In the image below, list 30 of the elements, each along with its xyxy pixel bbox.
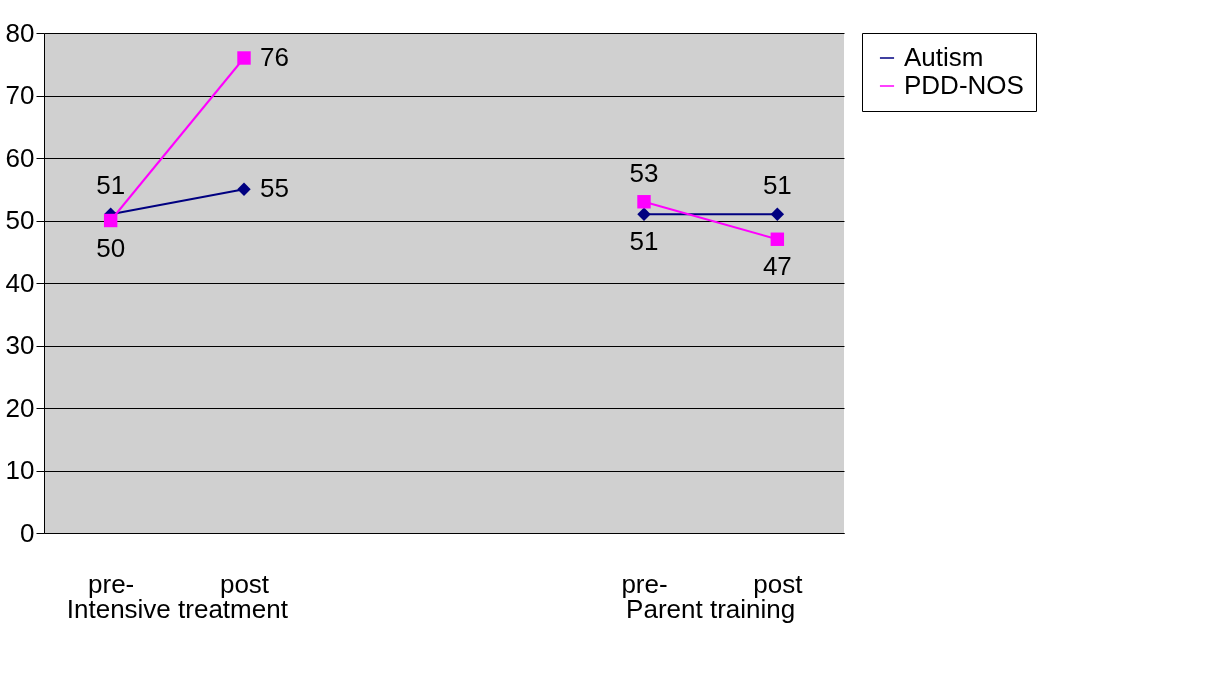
data-label: 50 (96, 232, 126, 263)
x-tick-label: post (219, 568, 270, 599)
y-tick-label: 50 (5, 205, 35, 235)
y-tick-label: 0 (20, 517, 35, 548)
point (237, 182, 251, 196)
y-tick-label: 20 (5, 392, 35, 423)
data-label: 76 (260, 42, 289, 72)
data-label: 55 (260, 173, 289, 204)
y-tick-label: 10 (5, 455, 35, 485)
y-tick-label: 30 (5, 330, 35, 360)
legend-label: Autism (904, 42, 984, 72)
point (637, 207, 651, 221)
point (637, 195, 651, 209)
data-label: 53 (629, 157, 659, 188)
y-tick-label: 40 (5, 267, 35, 298)
x-tick-label: pre- (621, 568, 668, 599)
y-tick-label: 70 (5, 80, 35, 110)
x-tick-label: pre- (88, 568, 135, 599)
point (237, 51, 251, 65)
data-label: 51 (96, 170, 126, 201)
y-tick-label: 60 (5, 142, 35, 173)
point (770, 207, 785, 221)
legend-label: PDD-NOS (904, 70, 1024, 100)
point (770, 232, 785, 246)
data-label: 47 (762, 251, 792, 282)
data-label: 51 (629, 226, 659, 257)
data-label: 51 (762, 170, 792, 201)
point (103, 213, 118, 228)
x-tick-label: post (753, 568, 804, 599)
y-tick-label: 80 (5, 17, 35, 48)
